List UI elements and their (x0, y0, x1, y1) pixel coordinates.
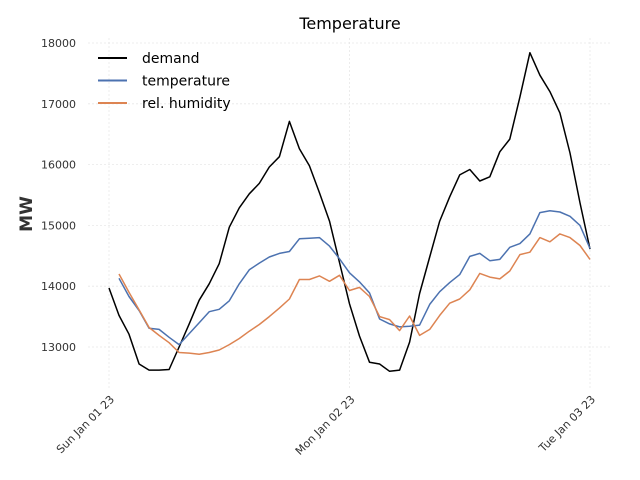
y-tick-label: 15000 (41, 219, 76, 232)
legend: demand temperature rel. humidity (98, 51, 231, 112)
chart-title: Temperature (298, 14, 400, 33)
y-tick-label: 14000 (41, 280, 76, 293)
y-tick-label: 13000 (41, 341, 76, 354)
y-tick-label: 16000 (41, 159, 76, 172)
y-axis-label: MW (17, 196, 37, 232)
legend-label-rel-humidity: rel. humidity (142, 96, 231, 112)
y-tick-label: 17000 (41, 98, 76, 111)
series-line-temperature (118, 210, 591, 346)
series-line-demand (108, 51, 591, 373)
series-lines (108, 51, 591, 373)
legend-label-temperature: temperature (142, 74, 230, 90)
grid (88, 38, 610, 388)
y-axis-ticks: 13000 14000 15000 16000 17000 18000 (41, 37, 76, 354)
y-tick-label: 18000 (41, 37, 76, 50)
series-line-rel-humidity (118, 233, 591, 356)
legend-label-demand: demand (142, 51, 199, 67)
